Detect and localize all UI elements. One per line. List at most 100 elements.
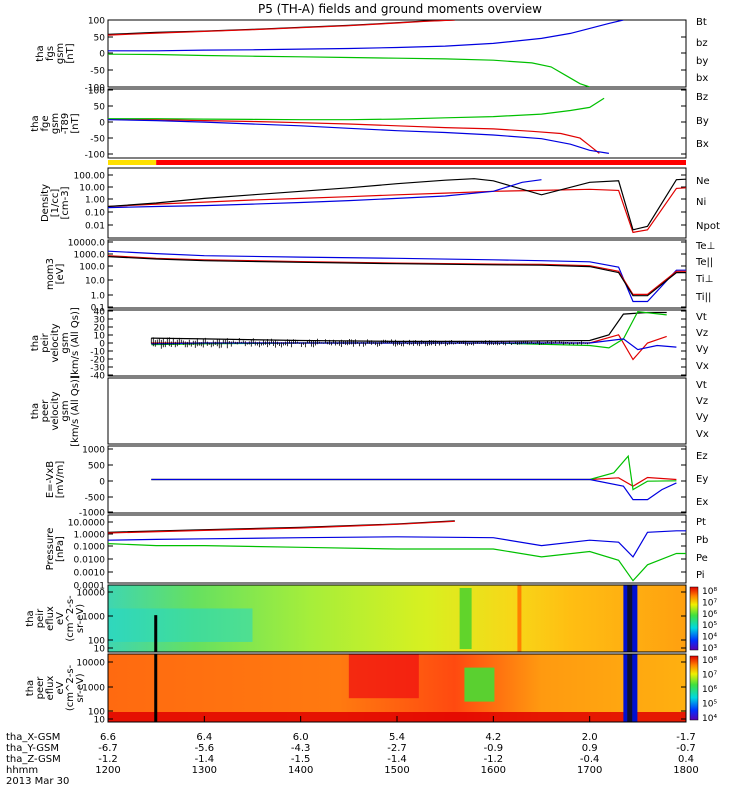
density-legend-npot: Npot (696, 221, 720, 232)
density-series-ne (108, 188, 686, 233)
fgs-series-by (108, 54, 590, 87)
panel-efield: 10005000-500-1000E=-VxB [mV/m]EzEyEx (45, 446, 708, 519)
xrow-value: 2.0 (582, 732, 598, 743)
xrow-value: 1600 (481, 765, 506, 776)
panel-density: 100.0010.001.000.100.01Density [1/cc] [cm-… (40, 168, 720, 238)
fgs-ytick-label: 0 (99, 50, 105, 60)
peer-green-blob (464, 668, 494, 702)
peir_vel-legend-vz: Vz (696, 328, 708, 339)
xrow-value: 5.4 (389, 732, 405, 743)
temp-series-te (108, 256, 686, 295)
efield-legend-ex: Ex (696, 497, 708, 508)
fgs-frame (108, 20, 686, 87)
density-legend-ne: Ne (696, 176, 710, 187)
xrow-value: -1.5 (291, 754, 311, 765)
temp-ytick-label: 1.0 (91, 292, 106, 302)
xrow-value: 1300 (192, 765, 217, 776)
xrow-value: 0.9 (582, 743, 598, 754)
temp-legend-ti: Ti⊥ (695, 274, 713, 285)
peir_eflux-colorbar-label: 10⁸ (702, 587, 717, 597)
peer_eflux-colorbar (690, 656, 698, 720)
temp-series-ti (108, 251, 686, 301)
efield-ytick-label: 0 (99, 478, 105, 488)
density-ytick-label: 100.00 (74, 172, 106, 182)
peir_vel-legend-vt: Vt (696, 312, 707, 323)
peir_eflux-colorbar-label: 10⁷ (702, 598, 717, 608)
temp-series-te (108, 257, 686, 296)
xrow-value: -1.4 (387, 754, 407, 765)
peer_vel-legend-vx: Vx (696, 429, 709, 440)
peer_eflux-colorbar-label: 10⁴ (702, 714, 717, 724)
peir_eflux-colorbar-label: 10³ (702, 644, 717, 654)
xrow-value: -1.2 (98, 754, 118, 765)
panel-temp: 10000.01000.0100.010.01.00.1mom3 [eV]Te⊥T… (45, 239, 715, 314)
fge-ytick-label: -50 (90, 135, 105, 145)
peer_eflux-gap (154, 654, 157, 722)
xrow-value: -1.7 (676, 732, 696, 743)
pressure-legend-pe: Pe (696, 553, 708, 564)
peer_eflux-ytick-label: 10 (94, 716, 106, 726)
xrow-value: -1.2 (484, 754, 504, 765)
xrow-value: 6.4 (196, 732, 212, 743)
peer_vel-legend-vt: Vt (696, 380, 707, 391)
temp-ylabel: [eV] (55, 264, 66, 285)
peir_eflux-gap (154, 615, 157, 652)
temp-legend-te: Te|| (695, 257, 713, 268)
density-ytick-label: 1.00 (85, 196, 105, 206)
peer_eflux-colorbar-label: 10⁸ (702, 656, 717, 666)
density-ylabel: [cm-3] (60, 186, 71, 219)
peir_vel-series-vz (151, 335, 666, 360)
efield-series-ex (151, 480, 676, 500)
peer_vel-legend-vy: Vy (696, 412, 709, 423)
overview-figure: P5 (TH-A) fields and ground moments over… (0, 0, 750, 800)
peer-red-band (349, 654, 419, 698)
pressure-ytick-label: 10.0000 (68, 519, 105, 529)
peir_vel-series-vt (151, 313, 666, 342)
temp-ytick-label: 10.0 (85, 277, 105, 287)
pressure-ytick-label: 0.0010 (74, 569, 106, 579)
temp-ytick-label: 100.0 (79, 263, 105, 273)
xrow-value: -2.7 (387, 743, 407, 754)
efield-ytick-label: -500 (85, 494, 106, 504)
panel-peer_vel: tha peer velocity gsm [km/s (All Qs)] VtVzVyV… (30, 375, 709, 447)
pressure-legend-pi: Pi (696, 570, 705, 581)
xrow-value: 1700 (577, 765, 602, 776)
pressure-ytick-label: 0.0100 (74, 556, 106, 566)
xrow-label-1: tha_Y-GSM (6, 743, 59, 754)
peir_eflux-ytick-label: 10 (94, 645, 106, 655)
efield-ytick-label: 500 (88, 462, 105, 472)
efield-series-ey (151, 456, 676, 490)
peir_eflux-colorbar (690, 587, 698, 650)
xrow-value: -1.4 (195, 754, 215, 765)
fgs-ytick-label: -50 (90, 67, 105, 77)
xrow-value: 1400 (288, 765, 313, 776)
fge-series-bz (108, 119, 599, 153)
fge-ytick-label: 100 (88, 87, 105, 97)
efield-legend-ez: Ez (696, 451, 708, 462)
peer_eflux-ylabel: sr-eV) (75, 673, 86, 702)
xrow-value: 6.0 (293, 732, 309, 743)
peer_eflux-colorbar-label: 10⁶ (702, 685, 717, 695)
peir_eflux-ytick-label: 10000 (76, 589, 105, 599)
fge-ylabel: [nT] (70, 113, 81, 133)
peir_vel-legend-vy: Vy (696, 344, 709, 355)
xrow-value: 6.6 (100, 732, 116, 743)
fge-ytick-label: -100 (85, 151, 106, 161)
fgs-ytick-label: 50 (94, 34, 106, 44)
fgs-ytick-label: 100 (88, 17, 105, 27)
panel-peer_eflux: 10000100010010tha peer eflux eV (cm^2-s-sr-e… (25, 654, 717, 726)
pressure-series-pe (108, 544, 686, 581)
efield-legend-ey: Ey (696, 474, 708, 485)
fge-frame (108, 89, 686, 158)
peir_eflux-dropout-dark (627, 585, 632, 652)
pressure-ylabel: [nPa] (55, 536, 66, 562)
fge-legend-by: By (696, 116, 709, 127)
temp-legend-te: Te⊥ (695, 241, 715, 252)
panel-fgs: 100 50 0 -50 -100 tha fgs gsm [nT] Bt bz by bx (35, 17, 708, 94)
status-bar-red (156, 160, 686, 165)
peer_vel-frame (108, 378, 686, 444)
xrow-label-3: hhmm (6, 765, 38, 776)
efield-ylabel: [mV/m] (55, 461, 66, 499)
peir-green-band (460, 588, 472, 649)
xrow-label-2: tha_Z-GSM (6, 754, 61, 765)
